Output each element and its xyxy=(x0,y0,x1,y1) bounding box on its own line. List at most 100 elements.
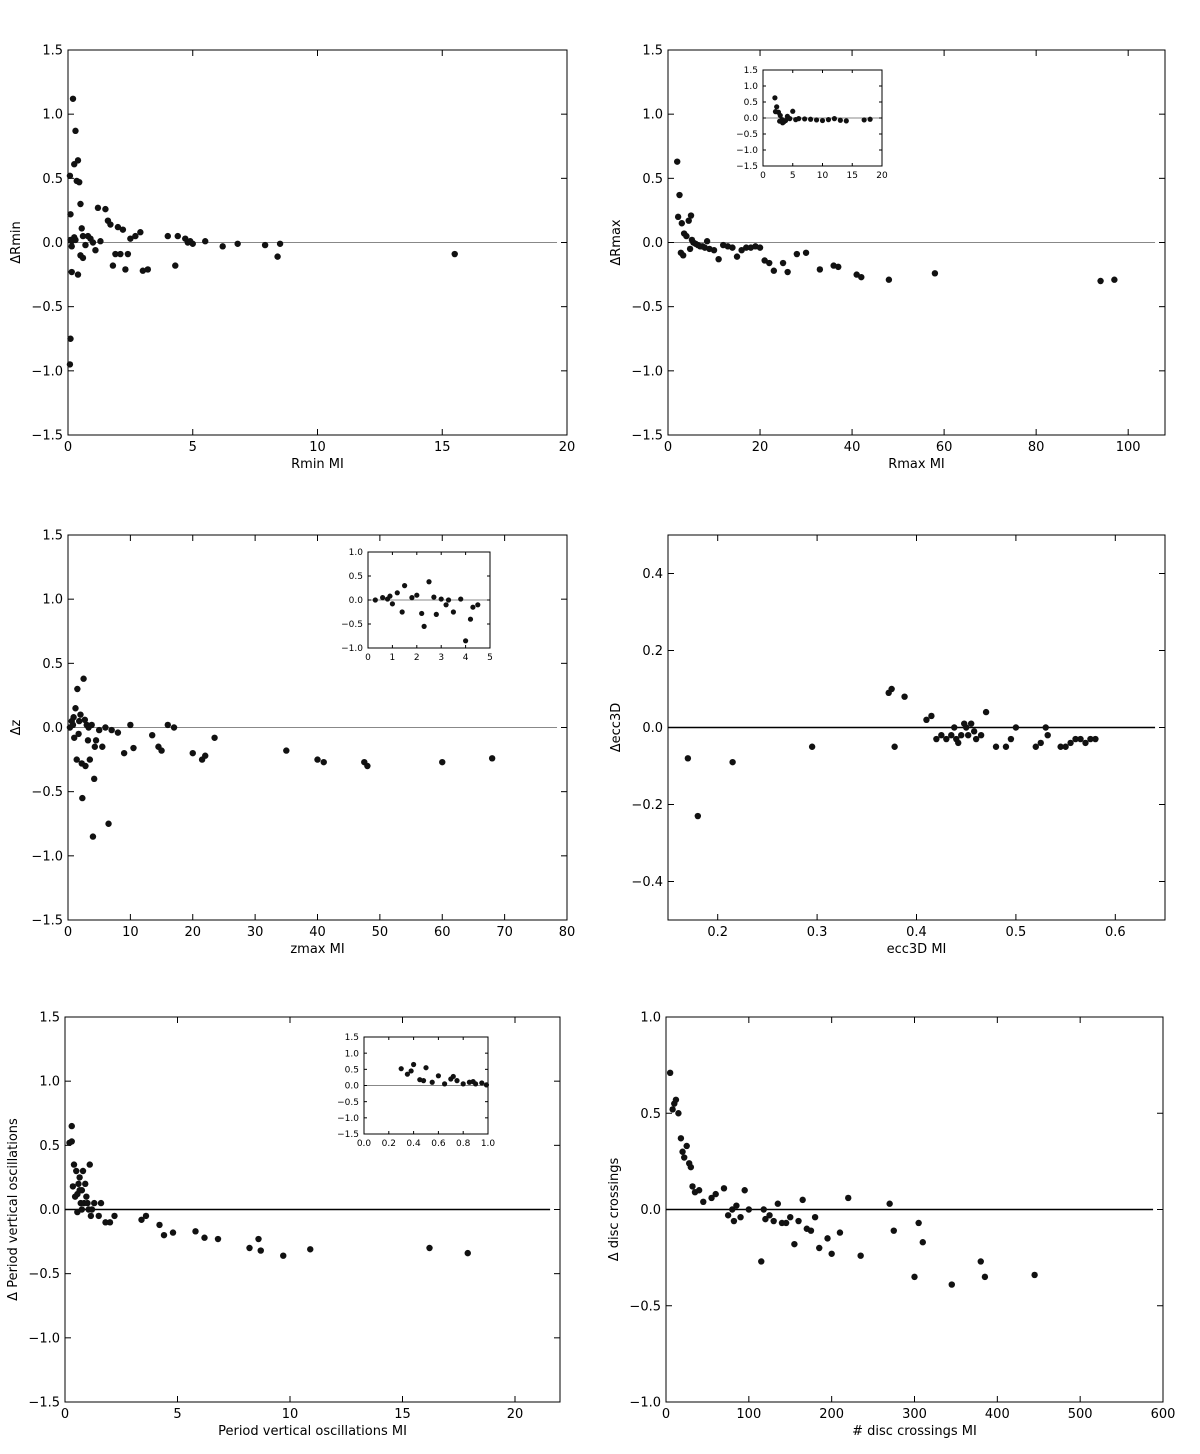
data-point xyxy=(67,211,74,218)
x-tick-label: 20 xyxy=(184,925,201,940)
x-tick-label: 0 xyxy=(664,440,672,455)
data-point xyxy=(963,724,970,731)
data-point xyxy=(95,726,103,734)
y-axis-label: Δ disc crossings xyxy=(607,1158,622,1262)
y-tick-label: 1.0 xyxy=(39,1075,60,1090)
data-point xyxy=(1082,739,1089,747)
data-point xyxy=(799,1196,806,1204)
data-point xyxy=(68,243,75,250)
data-point xyxy=(857,1252,864,1259)
data-point xyxy=(710,247,718,254)
inset-data-point xyxy=(450,1073,456,1080)
data-point xyxy=(164,232,171,240)
inset-data-point xyxy=(454,1078,460,1084)
inset-data-point xyxy=(774,104,780,110)
data-point xyxy=(67,335,74,342)
data-point xyxy=(75,730,82,738)
points xyxy=(66,1122,471,1259)
inset-data-point xyxy=(411,1061,417,1068)
inset-x-tick-label: 1 xyxy=(390,653,396,663)
y-tick-label: −1.5 xyxy=(631,429,663,444)
data-point xyxy=(811,1214,819,1221)
inset-y-tick-label: −0.5 xyxy=(337,1098,359,1108)
inset-data-point xyxy=(483,1082,490,1088)
y-tick-label: −1.0 xyxy=(629,1396,661,1411)
data-point xyxy=(77,200,84,208)
data-point xyxy=(69,1183,77,1190)
y-tick-label: −0.2 xyxy=(631,798,663,813)
data-point xyxy=(886,1200,893,1207)
data-point xyxy=(741,1187,748,1194)
data-point xyxy=(816,1244,823,1252)
data-point xyxy=(83,1193,90,1200)
inset-data-point xyxy=(458,596,464,602)
data-point xyxy=(743,244,750,251)
data-point xyxy=(967,720,975,727)
data-point xyxy=(674,158,681,165)
data-point xyxy=(80,675,87,682)
data-point xyxy=(189,749,196,757)
data-point xyxy=(770,267,778,274)
data-point xyxy=(901,693,908,700)
data-point xyxy=(174,232,181,240)
data-point xyxy=(688,236,696,244)
inset-x-tick-label: 3 xyxy=(438,653,444,663)
inset-y-tick-label: 0.5 xyxy=(349,572,363,582)
inset-x-tick-label: 20 xyxy=(876,171,888,181)
data-point xyxy=(703,238,711,245)
data-point xyxy=(1072,735,1079,743)
y-tick-label: 0.5 xyxy=(642,172,663,187)
data-point xyxy=(314,756,321,763)
inset-data-point xyxy=(402,583,408,589)
x-tick-label: 10 xyxy=(309,440,326,455)
inset-x-tick-label: 5 xyxy=(487,653,493,663)
data-point xyxy=(972,735,980,743)
inset-data-point xyxy=(431,594,437,600)
y-tick-label: 0.5 xyxy=(640,1107,661,1122)
inset-data-point xyxy=(831,116,838,122)
inset-data-point xyxy=(467,616,474,622)
data-point xyxy=(687,212,695,219)
inset-data-point xyxy=(404,1071,410,1077)
data-point xyxy=(695,1187,703,1194)
inset-data-point xyxy=(772,109,779,115)
data-point xyxy=(127,721,134,729)
inset-data-point xyxy=(475,602,481,608)
x-axis-label: Rmax MI xyxy=(888,457,945,472)
data-point xyxy=(117,250,124,258)
y-tick-label: 0.5 xyxy=(42,172,63,187)
data-point xyxy=(955,739,962,747)
x-tick-label: 20 xyxy=(752,440,769,455)
data-point xyxy=(679,252,687,259)
inset-data-point xyxy=(777,112,783,119)
data-point xyxy=(189,240,196,247)
data-point xyxy=(1087,735,1094,743)
inset-data-point xyxy=(384,596,391,602)
data-point xyxy=(836,1229,844,1236)
data-point xyxy=(982,708,990,716)
y-tick-label: −1.0 xyxy=(31,364,63,379)
inset-y-tick-label: 0.0 xyxy=(345,1082,360,1092)
data-point xyxy=(111,1212,118,1220)
data-point xyxy=(1032,743,1039,750)
data-point xyxy=(114,223,122,231)
data-point xyxy=(1007,735,1015,743)
data-point xyxy=(488,755,496,762)
points xyxy=(66,95,458,368)
data-point xyxy=(977,732,985,739)
data-point xyxy=(669,1106,676,1113)
scatter-panel-6: 0 100 200 300 400 500 600 −1.0 −0.5 0.0 0.5 1.0 # di… xyxy=(607,1011,1175,1439)
inset-x-tick-label: 10 xyxy=(817,171,829,181)
data-point xyxy=(762,1215,769,1223)
data-point xyxy=(807,1227,815,1234)
x-tick-label: 600 xyxy=(1151,1407,1176,1422)
data-point xyxy=(451,250,458,258)
data-point xyxy=(1062,743,1069,750)
inset-y-tick-label: 0.0 xyxy=(744,114,759,124)
y-axis-label: ΔRmax xyxy=(609,219,624,266)
inset-data-point xyxy=(843,118,849,124)
data-point xyxy=(79,232,87,240)
data-point xyxy=(79,254,87,262)
points xyxy=(684,685,1099,820)
inset-data-point xyxy=(790,108,796,114)
